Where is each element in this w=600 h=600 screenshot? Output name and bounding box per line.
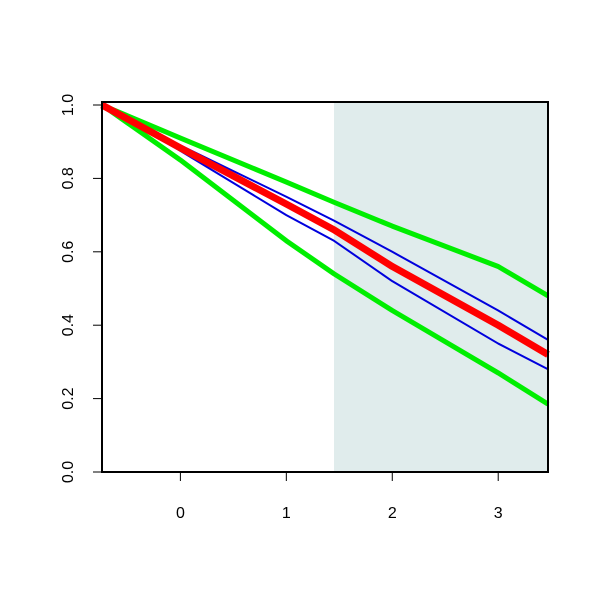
x-tick-label: 2: [388, 505, 397, 522]
y-tick-label: 0.8: [60, 167, 77, 189]
shaded-region: [334, 102, 548, 472]
series-line: [100, 101, 550, 358]
y-tick-label: 0.2: [60, 387, 77, 409]
x-tick-label: 3: [494, 505, 503, 522]
plot-frame: [101, 101, 549, 473]
x-tick-label: 0: [176, 505, 185, 522]
y-tick-label: 0.6: [60, 241, 77, 263]
series-line: [100, 102, 550, 407]
series-line: [101, 102, 550, 298]
y-tick-label: 1.0: [60, 94, 77, 116]
y-tick-label: 0.4: [60, 314, 77, 336]
y-tick-label: 0.0: [60, 461, 77, 483]
x-tick-label: 1: [282, 505, 291, 522]
